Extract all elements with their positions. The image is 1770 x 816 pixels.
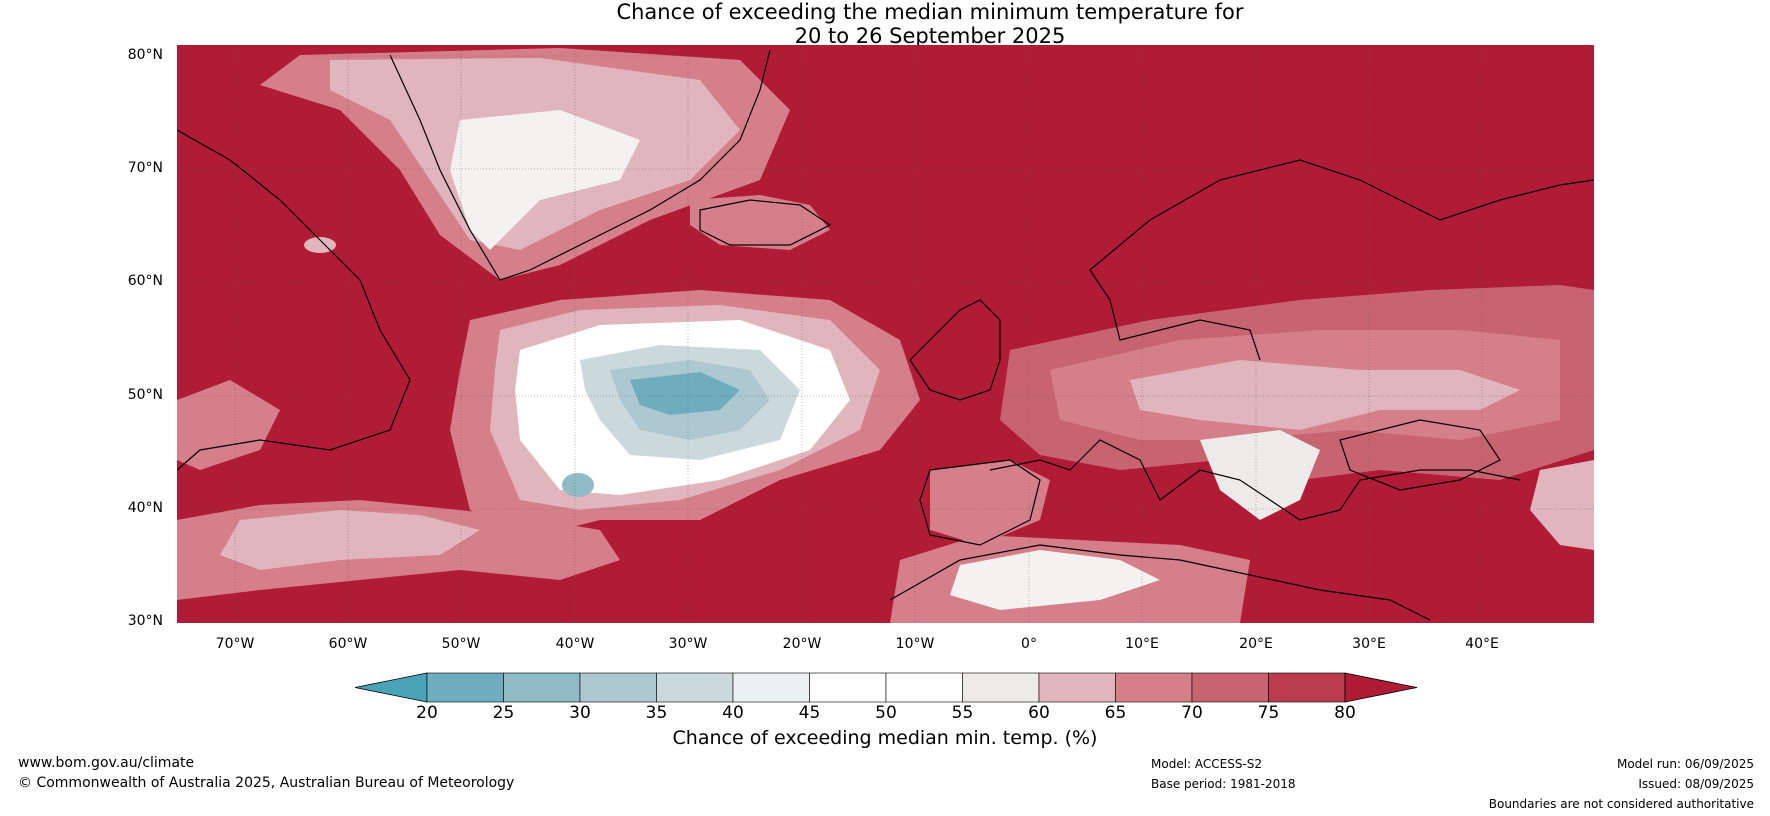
lon-label-40w: 40°W: [555, 636, 595, 652]
colorbar-tick-label: 80: [1334, 703, 1356, 723]
colorbar-tick-label: 70: [1181, 703, 1203, 723]
colorbar-tick-label: 55: [951, 703, 974, 723]
colorbar-title: Chance of exceeding median min. temp. (%…: [672, 727, 1098, 749]
map-title: Chance of exceeding the median minimum t…: [0, 0, 1770, 48]
footer-boundaries: Boundaries are not considered authoritat…: [1488, 797, 1754, 811]
colorbar-segment: [1268, 672, 1346, 703]
graticule: [177, 45, 1594, 623]
colorbar-tick-label: 50: [875, 703, 897, 723]
iberia-region: [930, 460, 1050, 545]
lon-label-20w: 20°W: [782, 636, 822, 652]
subtropical-band-light: [220, 510, 480, 570]
west-atlantic-band: [177, 380, 280, 470]
lon-label-30e: 30°E: [1352, 636, 1386, 652]
colorbar-tick-label: 45: [798, 703, 821, 723]
balkans-region: [1200, 430, 1320, 520]
colorbar-segment: [732, 672, 810, 703]
lon-label-20e: 20°E: [1239, 636, 1273, 652]
lat-label-50n: 50°N: [127, 387, 163, 403]
colorbar-segment: [579, 672, 657, 703]
colorbar-segment: [1191, 672, 1269, 703]
colorbar-segment: [885, 672, 963, 703]
title-line-2: 20 to 26 September 2025: [794, 24, 1066, 48]
iceland-region: [690, 195, 830, 250]
colorbar-segment: [809, 672, 887, 703]
colorbar-tick-label: 75: [1257, 703, 1280, 723]
lon-label-0: 0°: [1021, 636, 1037, 652]
colorbar-segment: [503, 672, 581, 703]
footer-base-period: Base period: 1981-2018: [1151, 777, 1296, 791]
colorbar-tick-label: 30: [569, 703, 591, 723]
atlantic-region-25: [630, 372, 740, 415]
colorbar-segment: [1038, 672, 1116, 703]
lat-label-30n: 30°N: [127, 613, 163, 629]
lat-label-40n: 40°N: [127, 500, 163, 516]
colorbar-extend-high: [1344, 672, 1418, 703]
europe-region-60: [1130, 360, 1520, 430]
colorbar-tick-label: 25: [492, 703, 515, 723]
lon-label-40e: 40°E: [1465, 636, 1499, 652]
lon-label-10e: 10°E: [1125, 636, 1159, 652]
greenland-region-55: [450, 110, 640, 250]
colorbar-tick-label: 40: [722, 703, 744, 723]
footer-copyright: © Commonwealth of Australia 2025, Austra…: [18, 775, 515, 791]
lat-label-60n: 60°N: [127, 273, 163, 289]
colorbar-tick-label: 35: [645, 703, 668, 723]
colorbar-segment: [1115, 672, 1193, 703]
footer-issued: Issued: 08/09/2025: [1638, 777, 1754, 791]
colorbar-segment: [962, 672, 1040, 703]
footer-model-run: Model run: 06/09/2025: [1616, 757, 1754, 771]
caspian-region: [1530, 460, 1594, 550]
title-line-1: Chance of exceeding the median minimum t…: [616, 0, 1244, 24]
lon-label-30w: 30°W: [668, 636, 708, 652]
lon-label-10w: 10°W: [895, 636, 935, 652]
colorbar-extend-low: [354, 672, 428, 703]
lat-label-80n: 80°N: [127, 47, 163, 63]
lat-label-70n: 70°N: [127, 160, 163, 176]
colorbar-segment: [426, 672, 504, 703]
labrador-region: [304, 237, 336, 253]
colorbar-tick-label: 20: [416, 703, 438, 723]
colorbar-tick-label: 60: [1028, 703, 1050, 723]
footer-website: www.bom.gov.au/climate: [18, 755, 195, 771]
lon-label-60w: 60°W: [328, 636, 368, 652]
footer-model: Model: ACCESS-S2: [1151, 757, 1263, 771]
colorbar-tick-label: 65: [1104, 703, 1127, 723]
coastlines: [177, 49, 1594, 621]
lon-label-70w: 70°W: [215, 636, 255, 652]
colorbar-segment: [656, 672, 734, 703]
lon-label-50w: 50°W: [441, 636, 481, 652]
atlantic-region-30: [562, 473, 594, 497]
north-africa-region-55: [950, 550, 1160, 610]
